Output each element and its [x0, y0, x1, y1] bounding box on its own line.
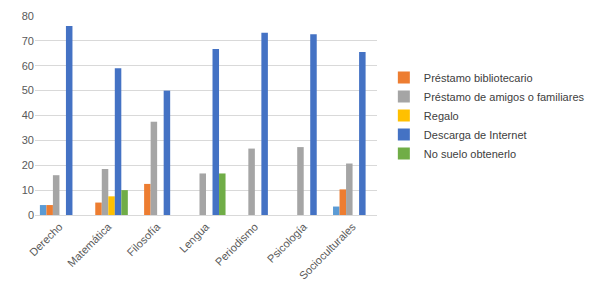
svg-text:Psicología: Psicología — [265, 220, 310, 265]
svg-text:Préstamo de amigos o familiare: Préstamo de amigos o familiares — [424, 91, 585, 103]
svg-text:30: 30 — [22, 134, 34, 146]
svg-text:Regalo: Regalo — [424, 110, 459, 122]
svg-text:40: 40 — [22, 109, 34, 121]
svg-text:Matemática: Matemática — [65, 220, 114, 269]
svg-text:No suelo obtenerlo: No suelo obtenerlo — [424, 148, 516, 160]
svg-text:Lengua: Lengua — [177, 220, 212, 255]
svg-text:10: 10 — [22, 184, 34, 196]
svg-text:Préstamo bibliotecario: Préstamo bibliotecario — [424, 72, 533, 84]
svg-text:Descarga de Internet: Descarga de Internet — [424, 129, 527, 141]
svg-text:80: 80 — [22, 10, 34, 22]
svg-text:Periodismo: Periodismo — [213, 221, 260, 268]
svg-text:50: 50 — [22, 84, 34, 96]
svg-text:Filosofía: Filosofía — [125, 220, 164, 259]
svg-text:70: 70 — [22, 35, 34, 47]
svg-text:Socioculturales: Socioculturales — [297, 220, 359, 282]
svg-text:20: 20 — [22, 159, 34, 171]
svg-text:0: 0 — [28, 209, 34, 221]
svg-text:60: 60 — [22, 60, 34, 72]
svg-text:Derecho: Derecho — [27, 221, 65, 259]
